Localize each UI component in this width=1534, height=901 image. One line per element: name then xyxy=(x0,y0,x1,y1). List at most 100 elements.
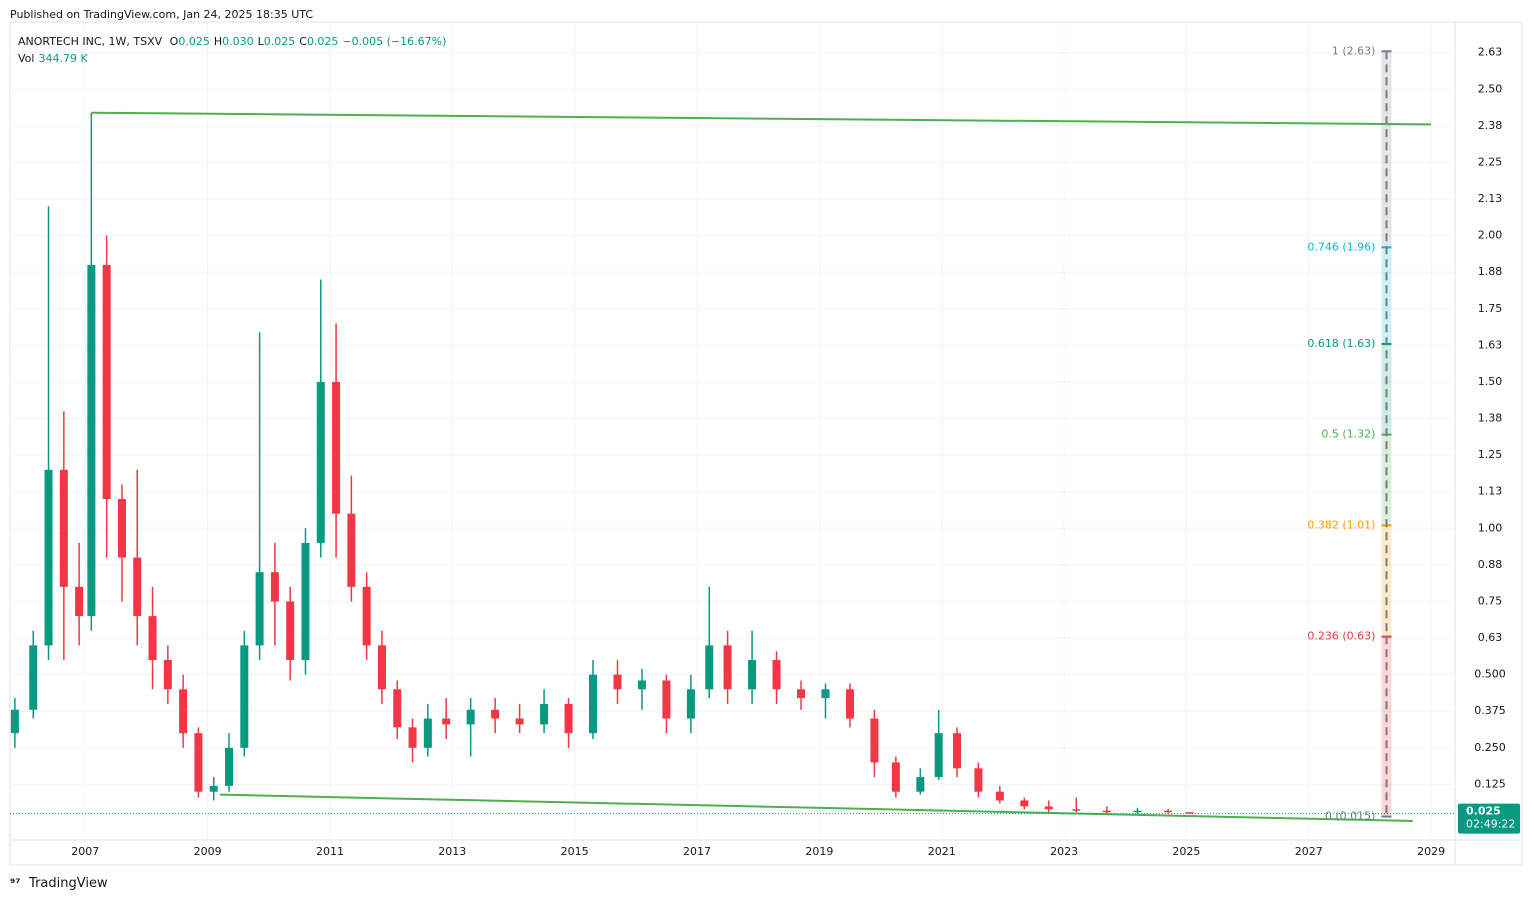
fib-band xyxy=(1381,434,1392,526)
x-tick-label: 2029 xyxy=(1417,845,1445,858)
ohlc-value: 0.025 xyxy=(306,35,339,48)
candle-body xyxy=(393,689,402,728)
symbol: ANORTECH INC, 1W, TSXV xyxy=(18,35,163,48)
ohlc-label: O xyxy=(169,35,179,48)
y-tick-label: 1.50 xyxy=(1478,375,1503,388)
candle-body xyxy=(723,645,732,690)
y-tick-label: 2.50 xyxy=(1478,82,1503,95)
x-tick-label: 2011 xyxy=(316,845,344,858)
footer: ⁹⁷ TradingView xyxy=(10,876,108,891)
published: Published on TradingView.com, Jan 24, 20… xyxy=(10,8,314,21)
candle-body xyxy=(102,264,111,500)
y-tick-label: 2.13 xyxy=(1478,192,1503,205)
candle-body xyxy=(163,660,172,690)
x-tick-label: 2017 xyxy=(683,845,711,858)
y-tick-label: 1.75 xyxy=(1478,302,1503,315)
fib-label: 0.5 (1.32) xyxy=(1321,428,1375,441)
candle-body xyxy=(225,747,234,786)
candle-body xyxy=(44,469,53,646)
x-tick-label: 2025 xyxy=(1172,845,1200,858)
y-tick-label: 0.75 xyxy=(1478,594,1503,607)
y-tick-label: 0.375 xyxy=(1474,704,1506,717)
y-tick-label: 2.25 xyxy=(1478,155,1503,168)
candle-body xyxy=(347,513,356,587)
legend-row: ANORTECH INC, 1W, TSXV O0.025 H0.030 L0.02… xyxy=(18,35,450,48)
candle-body xyxy=(870,718,879,763)
candle-body xyxy=(491,709,500,719)
candle-body xyxy=(797,689,806,699)
candle-body xyxy=(1133,810,1142,813)
change: −0.005 (−16.67%) xyxy=(342,35,447,48)
candle-body xyxy=(332,381,341,514)
candle-body xyxy=(10,709,19,734)
y-tick-label: 2.00 xyxy=(1478,229,1503,242)
countdown: 02:49:22 xyxy=(1466,818,1515,831)
candle-body xyxy=(613,674,622,690)
candle-body xyxy=(75,586,84,617)
y-tick-label: 2.63 xyxy=(1478,46,1503,59)
candle-body xyxy=(772,660,781,690)
x-tick-label: 2009 xyxy=(194,845,222,858)
candle-body xyxy=(87,264,96,617)
candle-body xyxy=(1072,809,1081,811)
candle-body xyxy=(1020,800,1029,807)
fib-band xyxy=(1381,636,1392,817)
candle-body xyxy=(148,616,157,661)
candle-body xyxy=(442,718,451,725)
candle-body xyxy=(301,542,310,661)
candle-body xyxy=(59,469,68,587)
candle-body xyxy=(748,660,757,690)
x-tick-label: 2013 xyxy=(438,845,466,858)
candle-body xyxy=(589,674,598,734)
y-tick-label: 0.88 xyxy=(1478,558,1503,571)
candle-body xyxy=(686,689,695,719)
y-tick-label: 1.38 xyxy=(1478,412,1503,425)
candle-body xyxy=(1044,806,1053,810)
volume-value: 344.79 K xyxy=(38,52,88,65)
x-tick-label: 2027 xyxy=(1295,845,1323,858)
candle-body xyxy=(179,689,188,734)
fib-band xyxy=(1381,525,1392,637)
x-tick-label: 2021 xyxy=(928,845,956,858)
candle-body xyxy=(934,733,943,778)
x-tick-label: 2015 xyxy=(561,845,589,858)
candle-body xyxy=(637,680,646,690)
trend-line xyxy=(91,111,1432,126)
candle-body xyxy=(1185,812,1194,814)
y-tick-label: 2.38 xyxy=(1478,119,1503,132)
fib-label: 0.746 (1.96) xyxy=(1307,240,1375,253)
candle-body xyxy=(408,727,417,748)
candle-body xyxy=(362,586,371,646)
candle-body xyxy=(662,680,671,719)
x-tick-label: 2019 xyxy=(805,845,833,858)
fib-label: 0.618 (1.63) xyxy=(1307,337,1375,350)
candle-body xyxy=(821,689,830,699)
candle-body xyxy=(845,689,854,719)
trend-line xyxy=(219,793,1413,822)
candle-body xyxy=(705,645,714,690)
candle-body xyxy=(133,557,142,617)
fib-band xyxy=(1381,247,1392,344)
candle-body xyxy=(316,381,325,543)
candle-body xyxy=(117,499,126,558)
candle-body xyxy=(995,791,1004,801)
candle-body xyxy=(29,645,38,710)
fib-label: 1 (2.63) xyxy=(1332,44,1376,57)
y-tick-label: 0.250 xyxy=(1474,741,1506,754)
y-tick-label: 1.88 xyxy=(1478,265,1503,278)
ohlc-label: C xyxy=(299,35,307,48)
candle-body xyxy=(377,645,386,690)
y-tick-label: 0.63 xyxy=(1478,631,1503,644)
price-label: 0.025 xyxy=(1466,805,1501,818)
ohlc-value: 0.025 xyxy=(263,35,296,48)
candle-body xyxy=(466,709,475,725)
candle-body xyxy=(1164,810,1173,813)
candle-body xyxy=(270,572,279,602)
y-tick-label: 1.63 xyxy=(1478,338,1503,351)
candle-body xyxy=(1102,810,1111,813)
volume-label: Vol xyxy=(18,52,35,65)
candle-body xyxy=(515,718,524,725)
candle-body xyxy=(891,762,900,792)
